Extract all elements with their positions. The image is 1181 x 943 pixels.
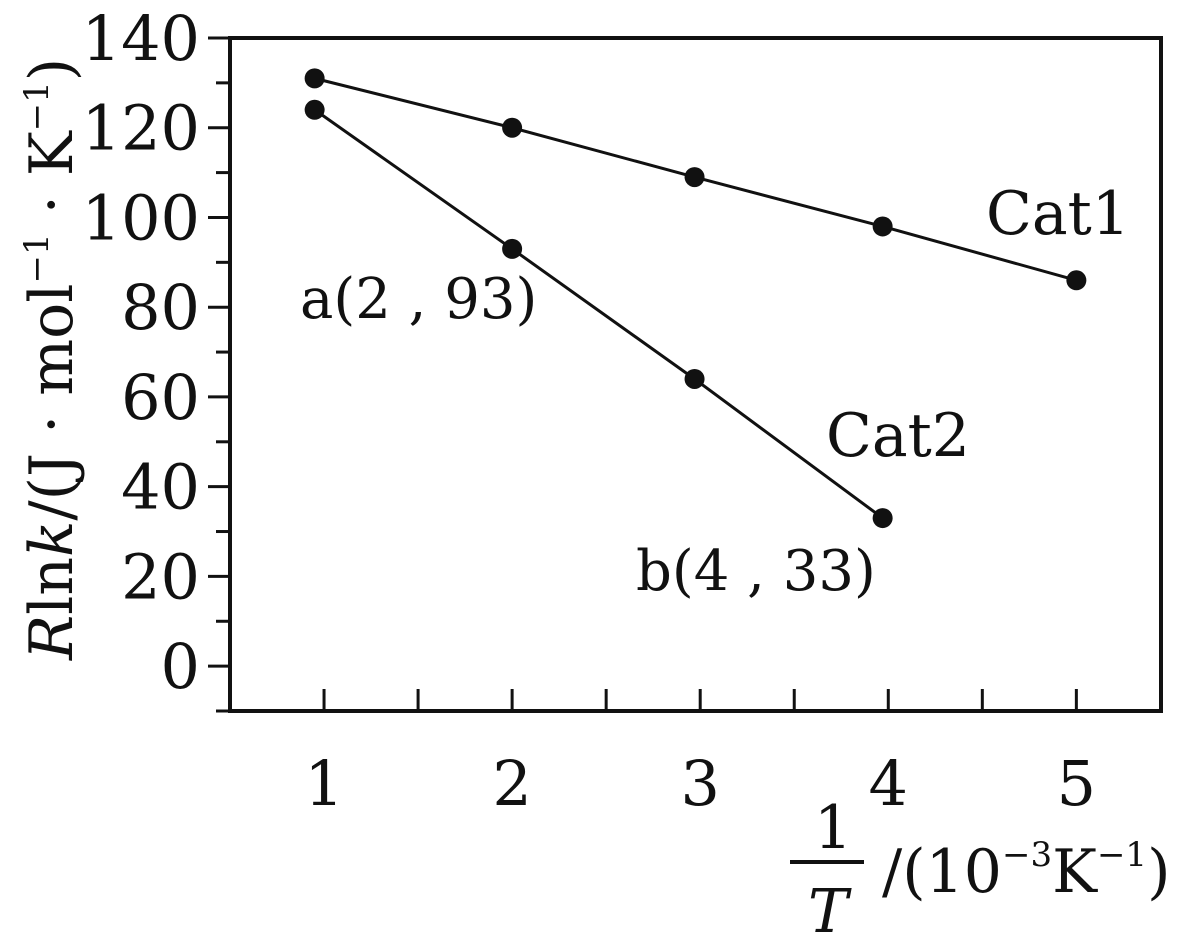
data-point-cat2-1 [502,238,523,259]
data-point-cat2-0 [304,99,325,120]
series-label-cat2: Cat2 [826,401,970,471]
data-point-cat1-1 [502,117,523,138]
data-point-cat2-3 [872,508,893,529]
y-tick-label-140: 140 [82,2,200,75]
x-tick-label-2: 2 [492,747,531,820]
svg-text:/(10−3K−1): /(10−3K−1) [882,835,1170,907]
y-tick-label-20: 20 [121,540,200,613]
x-tick-label-1: 1 [304,747,343,820]
svg-text:Rlnk/(J · mol−1 · K−1): Rlnk/(J · mol−1 · K−1) [17,58,87,661]
y-tick-label-40: 40 [121,451,200,524]
annotation-point-b: b(4 , 33) [636,539,876,604]
data-point-cat1-4 [1066,270,1087,291]
x-tick-label-5: 5 [1057,747,1096,820]
x-axis-title: 1 T /(10−3K−1) [790,793,1170,943]
series-line-cat2 [313,108,884,520]
data-point-cat1-3 [872,216,893,237]
svg-text:T: T [808,877,852,943]
x-tick-label-4: 4 [869,747,908,820]
x-tick-label-3: 3 [680,747,719,820]
plot-frame [228,36,1163,713]
y-tick-label-100: 100 [82,181,200,254]
data-point-cat1-0 [304,68,325,89]
y-tick-label-60: 60 [121,361,200,434]
y-tick-label-0: 0 [161,630,200,703]
annotation-point-a: a(2 , 93) [300,267,537,332]
data-point-cat2-2 [684,368,705,389]
svg-text:1: 1 [814,793,852,863]
y-tick-label-120: 120 [82,92,200,165]
y-axis-title: Rlnk/(J · mol−1 · K−1) [17,58,87,661]
data-point-cat1-2 [684,167,705,188]
series-label-cat1: Cat1 [986,179,1130,249]
y-tick-label-80: 80 [121,271,200,344]
